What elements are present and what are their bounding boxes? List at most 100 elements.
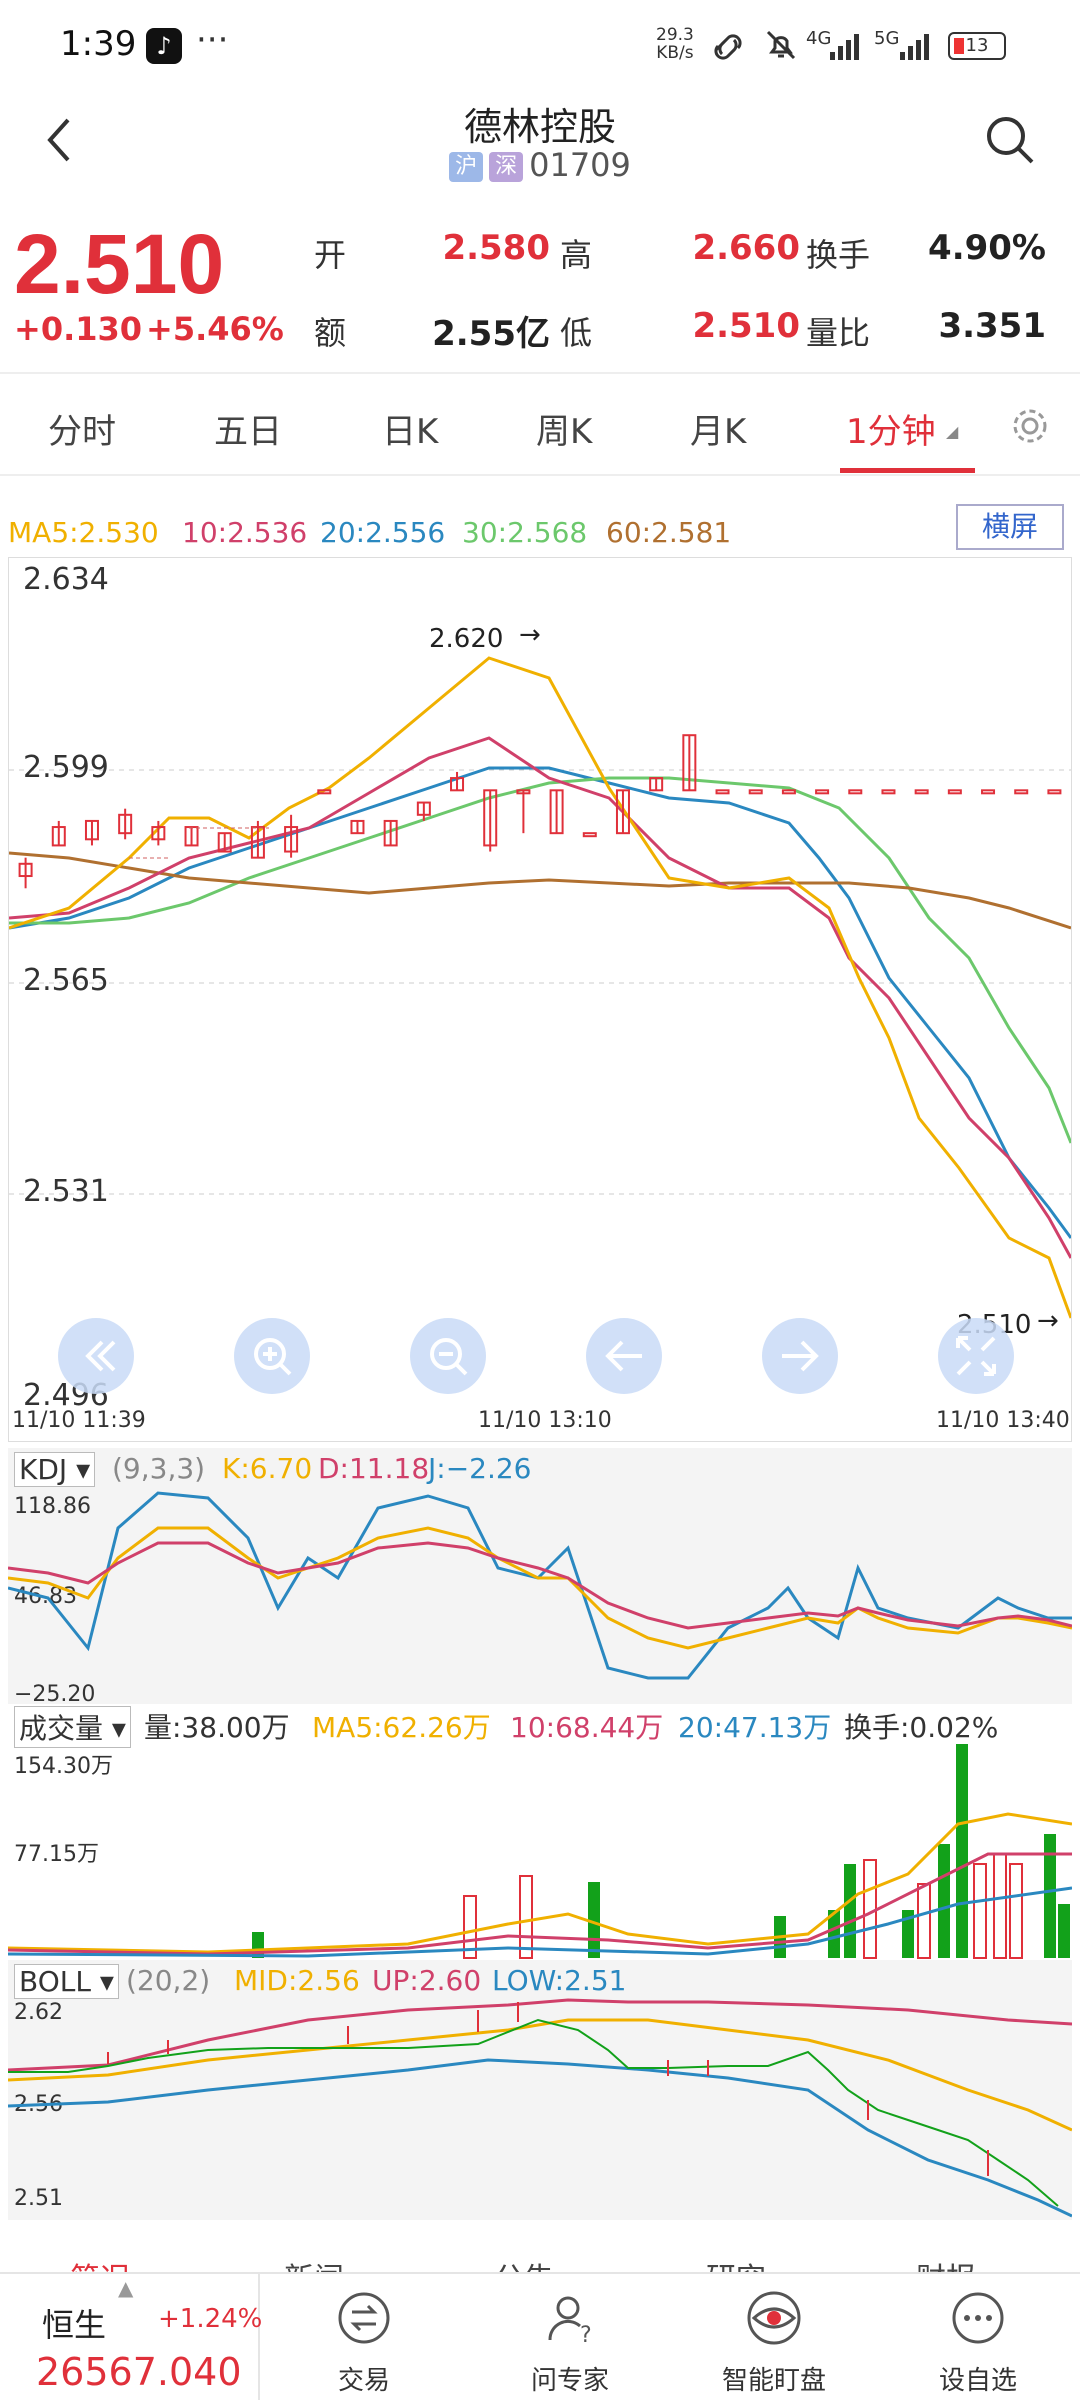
tab-announcements[interactable]: 公告 [494, 2254, 554, 2274]
candle-body [350, 819, 365, 835]
quote-panel: 2.510 +0.130 +5.46% 开 2.580 高 2.660 换手 4… [0, 210, 1080, 370]
nav-smart-watch-label: 智能盯盘 [721, 2366, 826, 2396]
stock-code: 01709 [529, 146, 631, 184]
arrow-right-icon: → [1037, 1306, 1059, 1336]
boll-low: LOW:2.51 [492, 1964, 627, 1997]
index-ticker[interactable]: ▲ 恒生 +1.24% 26567.040 [0, 2274, 263, 2400]
tab-weekly-k[interactable]: 周K [536, 412, 593, 452]
volume-ma20: 20:47.13万 [678, 1711, 832, 1744]
exchange-icon [338, 2292, 390, 2344]
active-tab-indicator [840, 468, 975, 473]
caret-up-icon: ▲ [118, 2276, 134, 2300]
nav-ask-expert[interactable]: ? 问专家 [480, 2274, 660, 2400]
ma10-legend: 10:2.536 [182, 516, 308, 549]
price-change-pct: +5.46% [146, 310, 284, 348]
arrow-right-icon[interactable] [762, 1318, 838, 1394]
candlestick-chart[interactable]: 2.634 2.599 2.565 2.531 2.496 2.620 → 2.… [8, 557, 1072, 1442]
boll-panel[interactable]: BOLL ▾ (20,2) MID:2.56 UP:2.60 LOW:2.51 … [8, 1960, 1072, 2220]
candle-body [450, 777, 465, 792]
tab-monthly-k[interactable]: 月K [690, 412, 747, 452]
battery-icon: 13 [948, 32, 1006, 60]
boll-axis-top: 2.62 [14, 2000, 63, 2025]
kdj-selector[interactable]: KDJ ▾ [14, 1452, 96, 1487]
bottom-nav: ▲ 恒生 +1.24% 26567.040 交易 ? 问专家 智能盯盘 设自选 [0, 2272, 1080, 2400]
nav-add-watchlist[interactable]: 设自选 [888, 2274, 1068, 2400]
tab-research[interactable]: 研究 [706, 2254, 766, 2274]
kdj-name: KDJ [19, 1453, 68, 1486]
candle-body [947, 789, 962, 795]
kdj-axis-bottom: −25.20 [14, 1682, 96, 1707]
candle-body [914, 789, 929, 795]
vol-ratio-label: 量比 [806, 314, 871, 352]
search-icon[interactable] [980, 110, 1040, 170]
nav-trade-label: 交易 [337, 2366, 390, 2396]
volume-selector[interactable]: 成交量 ▾ [14, 1706, 131, 1748]
low-value: 2.510 [692, 306, 800, 346]
signal-5g-icon: 5G [874, 28, 900, 49]
landscape-button[interactable]: 横屏 [956, 504, 1064, 550]
candle-body [1014, 789, 1029, 795]
price-axis-4: 2.531 [23, 1174, 109, 1209]
volume-panel[interactable]: 成交量 ▾ 量:38.00万 MA5:62.26万 10:68.44万 20:4… [8, 1704, 1072, 1960]
kdj-j: J:−2.26 [428, 1452, 532, 1485]
tab-1min[interactable]: 1分钟 [846, 412, 936, 452]
tag-shenzhen: 深 [489, 152, 524, 182]
kdj-panel[interactable]: KDJ ▾ (9,3,3) K:6.70 D:11.18 J:−2.26 118… [8, 1448, 1072, 1708]
expand-icon[interactable] [938, 1318, 1014, 1394]
candle-body [383, 819, 398, 847]
ma60-legend: 60:2.581 [606, 516, 732, 549]
nav-smart-watch[interactable]: 智能盯盘 [684, 2274, 864, 2400]
back-icon[interactable] [30, 110, 90, 170]
volume-ma5: MA5:62.26万 [312, 1711, 491, 1744]
candle-body [682, 734, 697, 792]
boll-lines [8, 1998, 1072, 2218]
ma5-legend: MA5:2.530 [8, 516, 159, 549]
high-label: 高 [560, 236, 593, 274]
index-change: +1.24% [158, 2304, 263, 2334]
stock-code-line: 沪深 01709 [0, 146, 1080, 184]
nav-add-watchlist-label: 设自选 [938, 2366, 1017, 2396]
nav-trade[interactable]: 交易 [274, 2274, 454, 2400]
zoom-out-icon[interactable] [410, 1318, 486, 1394]
tab-financials[interactable]: 财报 [916, 2254, 976, 2274]
boll-up: UP:2.60 [372, 1964, 482, 1997]
boll-selector[interactable]: BOLL ▾ [14, 1964, 119, 1999]
candle-body [815, 789, 830, 795]
info-tabs: 简况 新闻 公告 研究 财报 [0, 2254, 1080, 2274]
time-axis-start: 11/10 11:39 [12, 1408, 146, 1433]
net-speed-value: 29.3 [656, 25, 694, 45]
volume-axis-mid: 77.15万 [14, 1842, 99, 1867]
tiktok-icon: ♪ [146, 28, 182, 64]
time-axis-end: 11/10 13:40 [936, 1408, 1070, 1433]
signal-4g-icon: 4G [806, 28, 832, 49]
price-axis-top: 2.634 [23, 562, 109, 597]
period-tabs: 分时 五日 日K 周K 月K 1分钟 ◢ [0, 380, 1080, 476]
arrow-right-icon: → [519, 620, 541, 650]
boll-name: BOLL [19, 1965, 91, 1998]
candle-body [516, 789, 531, 795]
candle-body [18, 862, 33, 878]
tab-daily-k[interactable]: 日K [382, 412, 439, 452]
max-price-label: 2.620 [429, 624, 504, 654]
amount-value: 2.55亿 [432, 314, 550, 354]
eye-icon [747, 2291, 801, 2345]
open-label: 开 [314, 236, 347, 274]
link-icon [714, 34, 742, 60]
kdj-axis-top: 118.86 [14, 1494, 91, 1519]
gear-icon[interactable] [1008, 404, 1052, 448]
tab-overview[interactable]: 简况 [70, 2254, 130, 2274]
fast-backward-icon[interactable] [58, 1318, 134, 1394]
candle-body [549, 789, 564, 835]
tab-5day[interactable]: 五日 [214, 412, 282, 452]
divider [0, 372, 1080, 374]
candle-body [217, 832, 232, 853]
tab-intraday[interactable]: 分时 [48, 412, 116, 452]
zoom-in-icon[interactable] [234, 1318, 310, 1394]
expert-icon: ? [548, 2296, 592, 2346]
tab-news[interactable]: 新闻 [284, 2254, 344, 2274]
price-axis-3: 2.565 [23, 963, 109, 998]
candle-body [582, 832, 597, 838]
status-more-icon: ··· [196, 20, 229, 60]
low-label: 低 [560, 314, 593, 352]
arrow-left-icon[interactable] [586, 1318, 662, 1394]
